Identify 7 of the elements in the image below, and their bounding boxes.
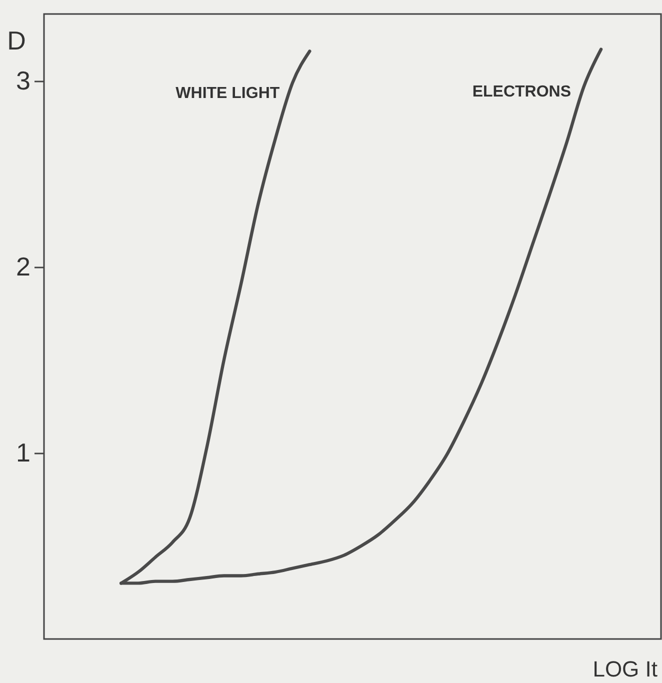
- series-label: ELECTRONS: [472, 83, 572, 100]
- y-axis-title: D: [7, 26, 26, 56]
- y-tick-label: 3: [16, 65, 30, 96]
- y-tick-label: 2: [16, 251, 30, 282]
- series-label: WHITE LIGHT: [176, 85, 280, 102]
- x-axis-title: LOG It: [592, 656, 658, 682]
- y-tick-label: 1: [16, 437, 30, 468]
